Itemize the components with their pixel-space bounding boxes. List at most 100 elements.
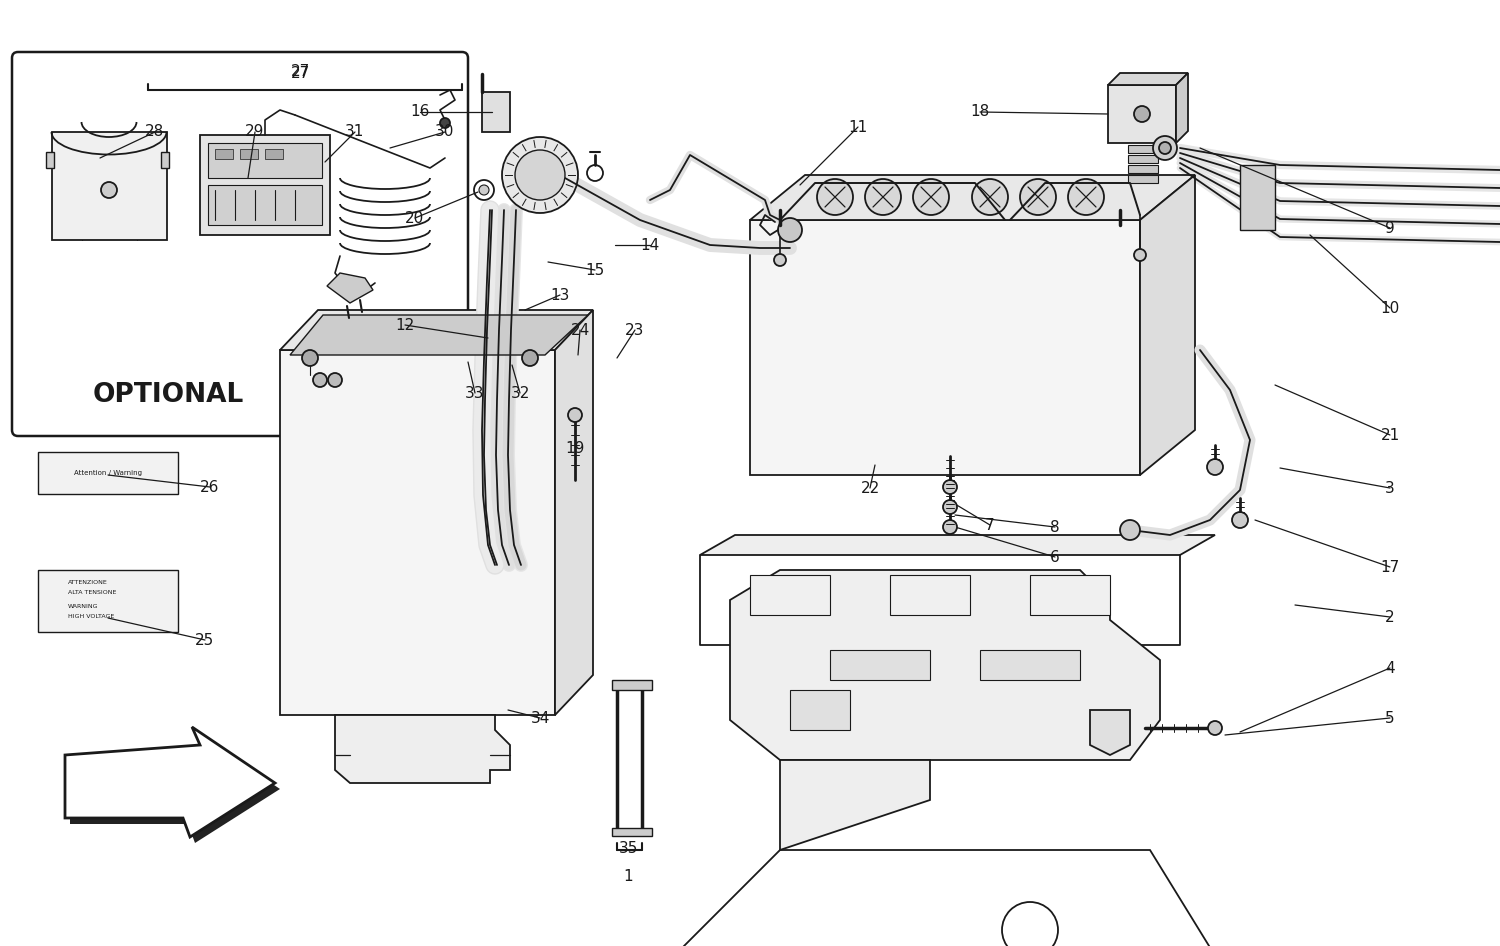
Polygon shape bbox=[1140, 175, 1196, 475]
Circle shape bbox=[914, 179, 950, 215]
Bar bbox=[160, 152, 170, 168]
Circle shape bbox=[1134, 249, 1146, 261]
Text: 21: 21 bbox=[1380, 428, 1400, 443]
Circle shape bbox=[944, 480, 957, 494]
Bar bbox=[1030, 575, 1110, 615]
Text: 35: 35 bbox=[618, 840, 638, 855]
Bar bbox=[750, 575, 830, 615]
Text: 28: 28 bbox=[146, 125, 165, 139]
Bar bbox=[1128, 165, 1158, 173]
Polygon shape bbox=[555, 310, 592, 715]
Circle shape bbox=[568, 408, 582, 422]
Polygon shape bbox=[327, 273, 374, 303]
Circle shape bbox=[1120, 520, 1140, 540]
Circle shape bbox=[818, 179, 854, 215]
Bar bbox=[890, 575, 971, 615]
Text: 31: 31 bbox=[345, 125, 364, 139]
Circle shape bbox=[503, 137, 578, 213]
Text: 8: 8 bbox=[1050, 519, 1060, 534]
Circle shape bbox=[1134, 106, 1150, 122]
Circle shape bbox=[1154, 136, 1178, 160]
Bar bbox=[46, 152, 54, 168]
Bar bbox=[1128, 175, 1158, 183]
Text: 18: 18 bbox=[970, 104, 990, 119]
Circle shape bbox=[478, 185, 489, 195]
Circle shape bbox=[1068, 179, 1104, 215]
Text: 10: 10 bbox=[1380, 301, 1400, 316]
Bar bbox=[266, 149, 284, 159]
Polygon shape bbox=[70, 733, 280, 843]
Circle shape bbox=[514, 150, 566, 200]
Bar bbox=[209, 185, 322, 225]
Circle shape bbox=[1002, 902, 1058, 946]
Bar bbox=[1240, 165, 1275, 230]
Bar bbox=[209, 143, 322, 178]
Bar bbox=[1108, 85, 1176, 143]
Text: ATTENZIONE: ATTENZIONE bbox=[68, 580, 108, 585]
Bar bbox=[200, 135, 330, 235]
Polygon shape bbox=[64, 727, 274, 837]
Bar bbox=[38, 452, 178, 494]
Text: 22: 22 bbox=[861, 481, 879, 496]
Text: 24: 24 bbox=[570, 323, 590, 338]
Text: 20: 20 bbox=[405, 211, 424, 225]
Circle shape bbox=[778, 218, 802, 242]
Circle shape bbox=[1208, 721, 1222, 735]
Polygon shape bbox=[750, 220, 1140, 475]
Polygon shape bbox=[1176, 73, 1188, 143]
Text: 30: 30 bbox=[435, 125, 454, 139]
Text: 4: 4 bbox=[1384, 660, 1395, 675]
Text: 2: 2 bbox=[1384, 609, 1395, 624]
Text: 23: 23 bbox=[626, 323, 645, 338]
Polygon shape bbox=[730, 570, 1160, 760]
Text: 12: 12 bbox=[396, 318, 414, 332]
Text: 17: 17 bbox=[1380, 559, 1400, 574]
Bar bbox=[38, 570, 178, 632]
Text: 27: 27 bbox=[291, 63, 309, 79]
Circle shape bbox=[302, 350, 318, 366]
Circle shape bbox=[314, 373, 327, 387]
Polygon shape bbox=[780, 760, 930, 850]
Text: 14: 14 bbox=[640, 237, 660, 253]
Bar bbox=[612, 828, 652, 836]
Circle shape bbox=[522, 350, 538, 366]
Bar bbox=[1128, 145, 1158, 153]
Text: 13: 13 bbox=[550, 288, 570, 303]
Text: 19: 19 bbox=[566, 441, 585, 456]
Bar bbox=[790, 690, 850, 730]
Text: 1: 1 bbox=[622, 868, 633, 884]
Text: 34: 34 bbox=[531, 710, 549, 726]
Circle shape bbox=[944, 520, 957, 534]
Text: 32: 32 bbox=[510, 386, 530, 400]
Circle shape bbox=[1232, 512, 1248, 528]
Bar bbox=[830, 650, 930, 680]
Circle shape bbox=[944, 500, 957, 514]
Text: 25: 25 bbox=[195, 633, 214, 647]
Circle shape bbox=[474, 180, 494, 200]
Circle shape bbox=[972, 179, 1008, 215]
Bar bbox=[240, 149, 258, 159]
Circle shape bbox=[865, 179, 901, 215]
Circle shape bbox=[586, 165, 603, 181]
Polygon shape bbox=[334, 715, 510, 783]
Text: OPTIONAL: OPTIONAL bbox=[93, 382, 243, 408]
Text: 6: 6 bbox=[1050, 550, 1060, 565]
Circle shape bbox=[100, 182, 117, 198]
Bar bbox=[1128, 155, 1158, 163]
Bar bbox=[482, 92, 510, 132]
Circle shape bbox=[440, 118, 450, 128]
Polygon shape bbox=[280, 350, 555, 715]
Polygon shape bbox=[700, 535, 1215, 555]
Text: 27: 27 bbox=[291, 65, 309, 80]
Text: 33: 33 bbox=[465, 386, 484, 400]
Text: Attention / Warning: Attention / Warning bbox=[74, 470, 142, 476]
Circle shape bbox=[328, 373, 342, 387]
Text: 3: 3 bbox=[1384, 481, 1395, 496]
Polygon shape bbox=[280, 310, 592, 350]
Circle shape bbox=[1208, 459, 1222, 475]
Bar bbox=[214, 149, 232, 159]
Bar bbox=[980, 650, 1080, 680]
Bar bbox=[612, 680, 652, 690]
Polygon shape bbox=[1090, 710, 1130, 755]
Text: 5: 5 bbox=[1384, 710, 1395, 726]
